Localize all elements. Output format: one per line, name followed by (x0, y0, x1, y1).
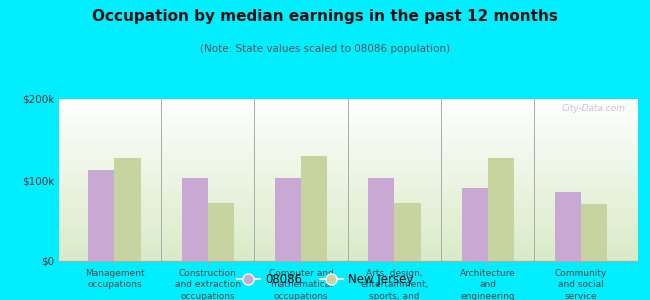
Text: Occupation by median earnings in the past 12 months: Occupation by median earnings in the pas… (92, 9, 558, 24)
Bar (488, 158, 514, 261)
Bar (581, 204, 607, 261)
Bar (275, 178, 301, 261)
Text: (Note: State values scaled to 08086 population): (Note: State values scaled to 08086 popu… (200, 44, 450, 53)
Bar (114, 158, 140, 261)
Bar (88, 170, 114, 261)
Bar (301, 156, 327, 261)
Bar (395, 203, 421, 261)
Text: City-Data.com: City-Data.com (562, 104, 625, 113)
Legend: 08086, New Jersey: 08086, New Jersey (232, 269, 418, 291)
Bar (462, 188, 488, 261)
Bar (208, 203, 234, 261)
Bar (369, 178, 395, 261)
Bar (555, 192, 581, 261)
Bar (181, 178, 208, 261)
